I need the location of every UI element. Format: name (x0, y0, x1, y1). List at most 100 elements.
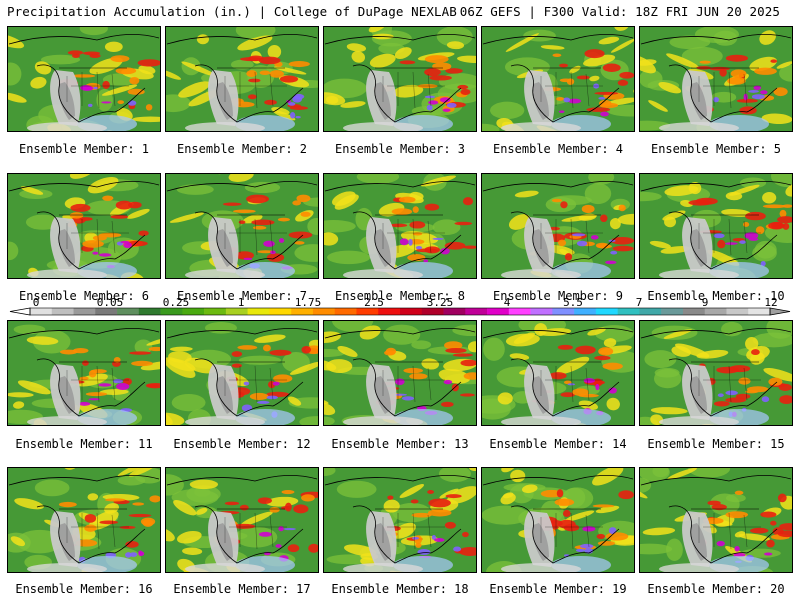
coastline (36, 64, 146, 123)
precip-field (145, 382, 161, 389)
coastline (482, 181, 634, 192)
precip-field (586, 107, 611, 112)
precip-field (185, 269, 265, 279)
precip-field (432, 219, 461, 235)
ensemble-member-label: Ensemble Member: 17 (173, 582, 311, 596)
precip-field (222, 202, 242, 206)
precip-field (399, 60, 416, 65)
precip-field (584, 183, 612, 205)
precip-field (89, 57, 123, 75)
ensemble-member-label: Ensemble Member: 8 (334, 289, 466, 303)
precip-field (460, 359, 477, 367)
precip-field (650, 407, 688, 415)
precip-field (768, 377, 783, 386)
precip-field (165, 69, 182, 80)
coastline (668, 211, 778, 270)
precip-field (707, 249, 740, 266)
precip-field (734, 545, 740, 552)
precip-field (514, 190, 539, 198)
precip-field (409, 221, 426, 229)
precip-field (258, 531, 272, 537)
dry-region (374, 82, 391, 120)
precip-field (483, 337, 505, 361)
map-frame (481, 467, 635, 573)
precip-field (246, 194, 269, 204)
precip-field (596, 244, 612, 249)
ensemble-member-label: Ensemble Member: 7 (176, 289, 308, 303)
precip-field (79, 26, 108, 36)
state-lines (382, 512, 445, 550)
precip-field (436, 26, 473, 47)
precip-field (119, 525, 136, 529)
precip-field (505, 333, 540, 347)
precip-field (764, 552, 773, 556)
precip-field (252, 225, 267, 230)
precip-field (287, 544, 300, 553)
precip-field (323, 467, 336, 476)
precip-field (730, 69, 747, 78)
precip-field (7, 62, 22, 86)
precip-field (446, 41, 465, 50)
precip-field (185, 563, 265, 573)
precip-field (716, 366, 740, 374)
precip-field (762, 204, 787, 209)
precip-field (70, 203, 91, 212)
precip-field (125, 552, 132, 558)
precip-map (639, 320, 793, 426)
precip-field (662, 210, 686, 221)
precip-field (117, 467, 149, 477)
state-lines (540, 512, 603, 550)
dry-region (374, 523, 391, 561)
precip-field (343, 544, 377, 556)
precip-field (88, 370, 97, 378)
precip-field (564, 253, 573, 261)
precip-field (275, 544, 282, 548)
coastline (166, 328, 318, 339)
precip-field (116, 383, 130, 391)
dry-region (532, 82, 549, 120)
precip-field (81, 85, 94, 91)
precip-field (79, 376, 89, 381)
precip-field (612, 245, 634, 252)
ensemble-member-map (165, 173, 319, 279)
precip-field (326, 250, 371, 265)
precip-field (189, 479, 219, 490)
precip-field (391, 208, 413, 215)
coastline (324, 181, 476, 192)
precip-field (113, 357, 121, 363)
dry-region (58, 523, 75, 561)
precip-field (658, 82, 682, 94)
precip-field (754, 67, 777, 75)
precip-field (463, 245, 477, 249)
precip-field (565, 510, 595, 522)
colorbar-swatch (51, 308, 74, 315)
precip-field (567, 383, 576, 386)
precip-field (34, 479, 70, 497)
precip-field (427, 490, 435, 494)
precip-field (301, 494, 315, 502)
precip-field (289, 361, 319, 375)
precip-field (323, 401, 336, 416)
precip-field (176, 184, 214, 195)
precip-field (263, 240, 275, 247)
precip-field (420, 175, 456, 187)
colorbar-swatch (95, 308, 118, 315)
ensemble-member-label: Ensemble Member: 6 (18, 289, 150, 303)
precip-field (294, 244, 319, 262)
precip-field (557, 239, 567, 247)
precip-field (424, 68, 441, 77)
ensemble-member-map (323, 467, 477, 573)
precip-field (744, 232, 759, 240)
precip-field (279, 75, 299, 83)
colorbar-tick-label: 0.25 (163, 297, 190, 309)
precip-field (509, 353, 530, 361)
precip-field (238, 355, 282, 365)
precip-field (521, 484, 538, 494)
precip-field (688, 467, 731, 478)
precip-field (719, 68, 727, 77)
coastline (510, 64, 620, 123)
coastline (36, 211, 146, 270)
colorbar-swatch (73, 308, 96, 315)
precip-field (458, 547, 477, 556)
precip-field (102, 80, 110, 89)
